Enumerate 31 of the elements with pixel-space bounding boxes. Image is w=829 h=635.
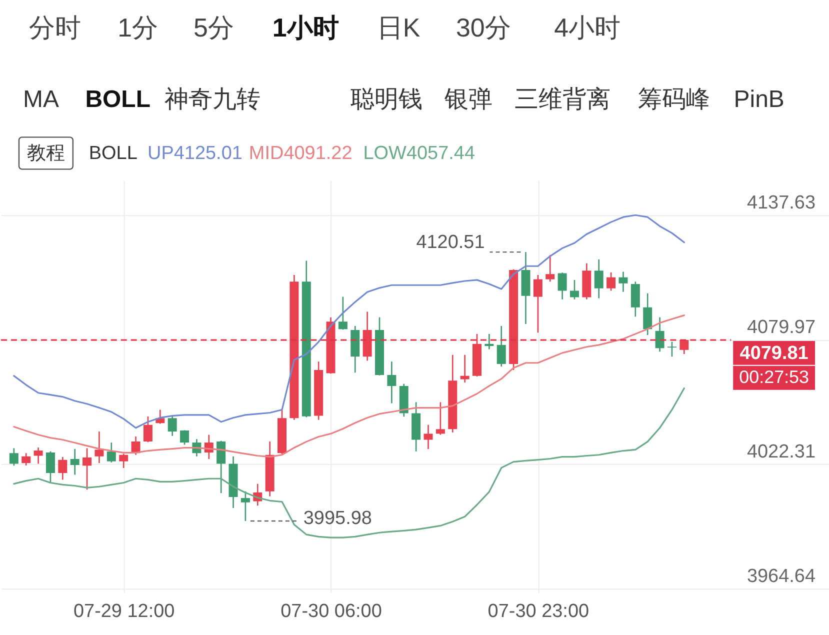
y-tick-label: 4022.31 [746, 442, 816, 463]
text: 5分 [194, 12, 234, 42]
x-tick-label: 07-30 06:00 [280, 601, 382, 622]
text: 聪明钱 [350, 86, 423, 114]
text: 1小时 [272, 12, 339, 42]
text: 教程 [26, 143, 65, 164]
text: MID4091.22 [248, 143, 352, 164]
text: 筹码峰 [638, 86, 710, 114]
text: 日K [376, 12, 421, 42]
text: UP4125.01 [148, 143, 242, 164]
y-tick-label: 3964.64 [746, 566, 816, 588]
x-tick-label: 07-29 12:00 [73, 601, 175, 622]
text: BOLL [85, 86, 150, 114]
legend-title: BOLL [88, 143, 138, 164]
y-tick-label: 4137.63 [746, 192, 816, 214]
text: LOW4057.44 [363, 143, 476, 164]
text: 00:27:53 [739, 366, 810, 387]
text: 神奇九转 [164, 86, 261, 114]
text: PinB [734, 86, 784, 114]
text: 4小时 [554, 12, 621, 42]
text: 银弹 [443, 86, 492, 114]
x-tick-label: 07-30 23:00 [488, 601, 590, 622]
text: 三维背离 [514, 86, 610, 114]
text: 4079.81 [740, 342, 809, 364]
y-tick-label: 4079.97 [746, 317, 816, 338]
annotation: 3995.98 [303, 508, 372, 529]
text: MA [22, 86, 59, 114]
text: 30分 [456, 12, 511, 42]
annotation: 4120.51 [416, 232, 485, 254]
text: 1分 [118, 12, 158, 42]
text: 分时 [28, 12, 81, 42]
